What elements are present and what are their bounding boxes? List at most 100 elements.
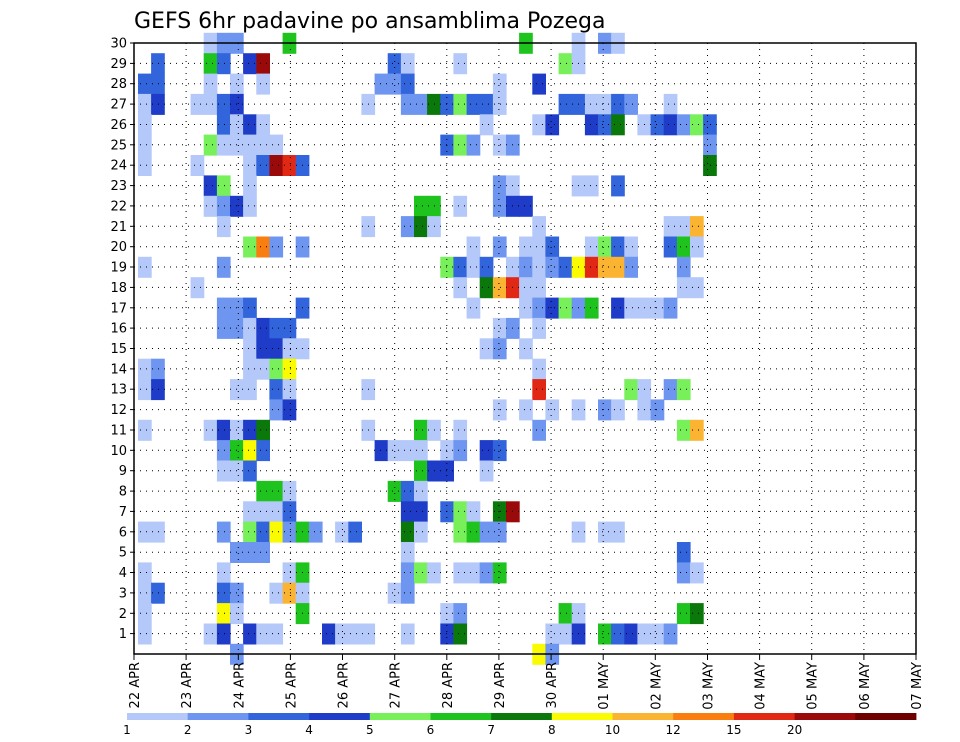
heatmap-cell [558, 256, 573, 278]
y-tick-label: 10 [110, 444, 127, 459]
heatmap-cell [138, 256, 152, 278]
heatmap-cell [243, 623, 257, 645]
heatmap-cell [427, 216, 441, 238]
heatmap-cell [453, 440, 468, 462]
heatmap-cell [676, 236, 691, 258]
heatmap-cell [584, 256, 599, 278]
colorbar-label: 10 [605, 723, 620, 737]
heatmap-cell [269, 155, 284, 176]
heatmap-cell [532, 236, 546, 258]
heatmap-cell [414, 562, 428, 584]
heatmap-cell [690, 216, 704, 238]
y-tick-label: 25 [110, 138, 127, 153]
heatmap-cell [282, 379, 297, 401]
heatmap-cell [269, 480, 284, 502]
heatmap-cell [269, 501, 284, 523]
y-tick-label: 7 [119, 505, 127, 520]
x-tick-label: 01 MAY [597, 662, 612, 710]
heatmap-cell [387, 582, 402, 604]
heatmap-cell [216, 582, 231, 604]
heatmap-cell [400, 521, 415, 543]
colorbar-swatch [491, 713, 553, 720]
heatmap-cell [427, 195, 441, 217]
x-axis: 22 APR 23 APR 24 APR 25 APR 26 APR 27 APR 28 A… [128, 654, 925, 710]
heatmap-cell [335, 623, 349, 645]
heatmap-cell [532, 256, 546, 278]
heatmap-cell [269, 317, 284, 339]
y-tick-label: 5 [119, 546, 127, 561]
heatmap-cell [243, 155, 257, 176]
y-tick-label: 28 [110, 77, 127, 92]
heatmap-cell [414, 440, 428, 462]
y-tick-label: 12 [110, 403, 127, 418]
heatmap-cell [414, 480, 428, 502]
heatmap-cell [676, 562, 691, 584]
heatmap-cell [387, 73, 402, 95]
heatmap-cell [216, 440, 231, 462]
y-tick-label: 30 [110, 37, 127, 52]
heatmap-cell [216, 562, 231, 584]
heatmap-cell [519, 338, 533, 360]
heatmap-cell [598, 399, 612, 421]
heatmap-cell [519, 256, 533, 278]
heatmap-cell [663, 236, 678, 258]
heatmap-cell [216, 419, 231, 441]
heatmap-cell [492, 562, 507, 584]
colorbar-swatch [794, 713, 856, 720]
heatmap-cell [545, 297, 560, 319]
heatmap-cell [243, 134, 257, 156]
heatmap-cell [138, 155, 152, 176]
y-tick-label: 18 [110, 281, 127, 296]
heatmap-cell [256, 501, 270, 523]
colorbar-swatch [127, 713, 189, 720]
heatmap-cell [453, 501, 468, 523]
y-tick-label: 14 [110, 362, 127, 377]
heatmap-cell [545, 236, 560, 258]
heatmap-cell [203, 419, 218, 441]
heatmap-cell [256, 358, 270, 380]
y-tick-label: 11 [110, 424, 127, 439]
heatmap-cell [427, 93, 441, 115]
colorbar: 1 2 3 4 5 6 7 8 10 12 15 20 [123, 713, 917, 737]
heatmap-cell [466, 236, 481, 258]
heatmap-cell [479, 521, 494, 543]
heatmap-cell [479, 562, 494, 584]
heatmap-cell [138, 114, 152, 136]
heatmap-cell [216, 216, 231, 238]
heatmap-cell [414, 521, 428, 543]
heatmap-cell [282, 399, 297, 421]
heatmap-cell [138, 93, 152, 115]
colorbar-swatch [430, 713, 492, 720]
colorbar-label: 12 [666, 723, 681, 737]
heatmap-cell [400, 501, 415, 523]
heatmap-cell [256, 542, 270, 563]
heatmap-cell [492, 277, 507, 299]
heatmap-cell [282, 562, 297, 584]
heatmap-cell [519, 277, 533, 299]
x-tick-label: 05 MAY [806, 662, 821, 710]
y-tick-label: 24 [110, 159, 127, 174]
heatmap-cell [151, 521, 165, 543]
heatmap-cell [690, 562, 704, 584]
heatmap-cell [138, 582, 152, 604]
heatmap-cell [598, 114, 612, 136]
heatmap-cell [256, 236, 270, 258]
heatmap-cell [663, 623, 678, 645]
heatmap-cell [282, 317, 297, 339]
heatmap-cell [427, 419, 441, 441]
heatmap-cell [282, 358, 297, 380]
colorbar-label: 5 [366, 723, 374, 737]
heatmap-cell [558, 297, 573, 319]
heatmap-cell [414, 460, 428, 482]
heatmap-cell [453, 623, 468, 645]
heatmap-cell [453, 277, 468, 299]
heatmap-cell [243, 501, 257, 523]
heatmap-cell [440, 93, 454, 115]
heatmap-cell [400, 216, 415, 238]
heatmap-cell [216, 297, 231, 319]
heatmap-cell [624, 93, 638, 115]
heatmap-cell [282, 338, 297, 360]
heatmap-cell [453, 603, 468, 625]
heatmap-cell [676, 419, 691, 441]
heatmap-cell [492, 175, 507, 197]
